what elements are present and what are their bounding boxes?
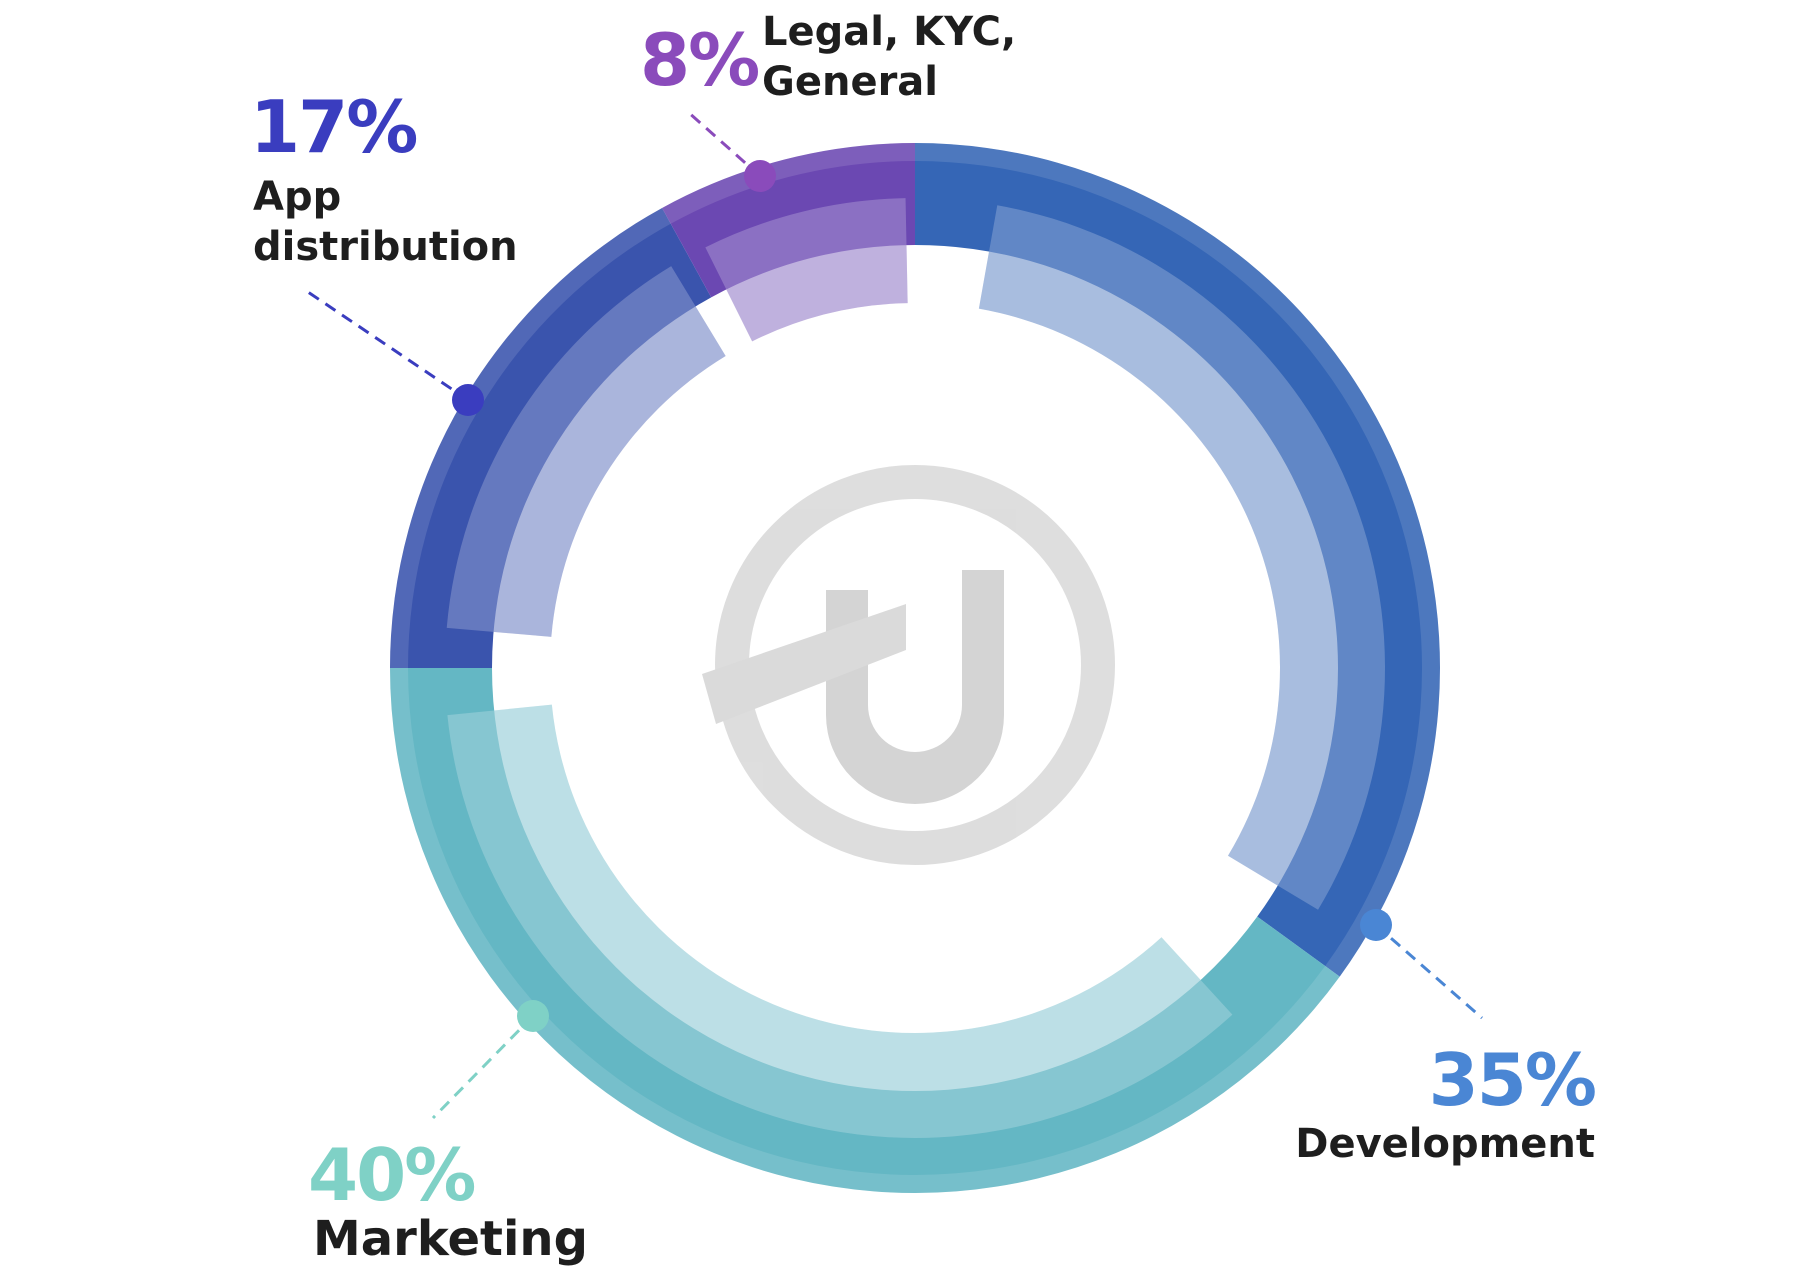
- value-label-development: 35%: [1429, 1038, 1595, 1122]
- value-label-app-distribution: 17%: [250, 85, 416, 169]
- leader-dot-development: [1360, 909, 1392, 941]
- leader-dot-marketing: [517, 1000, 549, 1032]
- slice-inner-glow-app-distribution: [446, 266, 726, 637]
- leader-line-legal-kyc-general: [687, 110, 761, 178]
- slice-inner-glow-development: [978, 205, 1385, 910]
- slice-development: [915, 143, 1440, 977]
- category-label-app-distribution: App distribution: [253, 174, 518, 270]
- category-label-line: Legal, KYC,: [762, 9, 1016, 55]
- leader-line-development: [1375, 923, 1483, 1020]
- leader-dot-legal-kyc-general: [744, 160, 776, 192]
- category-label-marketing: Marketing: [313, 1211, 588, 1267]
- category-label-development: Development: [1295, 1121, 1595, 1167]
- slice-inner-glow-legal-kyc-general: [705, 198, 908, 342]
- category-label-line: distribution: [253, 224, 518, 270]
- category-label-line: Development: [1295, 1121, 1595, 1167]
- category-label-legal-kyc-general: Legal, KYC, General: [762, 9, 1016, 105]
- slice-inner-marketing: [447, 704, 1233, 1138]
- category-label-line: General: [762, 59, 938, 105]
- hu-logo-icon: [702, 465, 1115, 865]
- slice-inner-glow-marketing: [447, 704, 1233, 1138]
- leader-dot-app-distribution: [452, 384, 484, 416]
- slice-rim-app-distribution: [390, 207, 671, 668]
- value-label-marketing: 40%: [308, 1133, 474, 1217]
- category-label-line: App: [253, 174, 341, 220]
- slice-rim-development: [915, 143, 1440, 977]
- value-label-legal-kyc-general: 8%: [640, 18, 758, 102]
- slice-inner-legal-kyc-general: [705, 198, 908, 342]
- slice-inner-app-distribution: [446, 266, 726, 637]
- slice-inner-development: [978, 205, 1385, 910]
- slice-rim-legal-kyc-general: [662, 143, 915, 224]
- leader-line-marketing: [431, 1014, 535, 1120]
- category-label-line: Marketing: [313, 1211, 588, 1267]
- leader-line-app-distribution: [304, 288, 469, 402]
